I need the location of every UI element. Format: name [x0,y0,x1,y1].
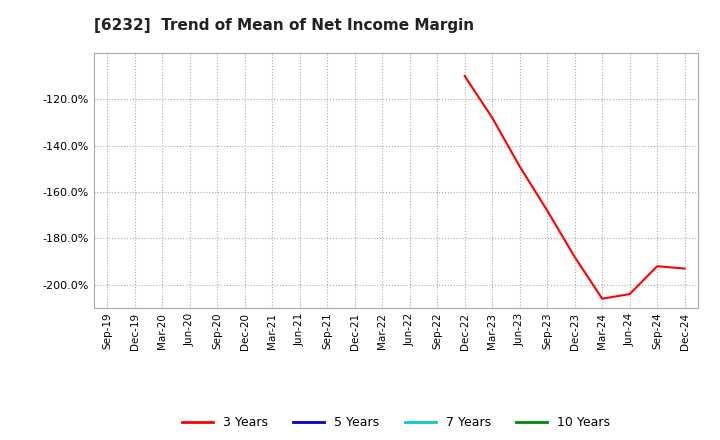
3 Years [680,266,689,271]
Text: [6232]  Trend of Mean of Net Income Margin: [6232] Trend of Mean of Net Income Margi… [94,18,474,33]
3 Years [598,296,606,301]
3 Years [460,73,469,79]
3 Years [543,208,552,213]
Legend: 3 Years, 5 Years, 7 Years, 10 Years: 3 Years, 5 Years, 7 Years, 10 Years [177,411,615,434]
3 Years [570,254,579,260]
3 Years [653,264,662,269]
Line: 3 Years: 3 Years [464,76,685,299]
3 Years [626,291,634,297]
3 Years [488,115,497,121]
3 Years [516,164,524,169]
